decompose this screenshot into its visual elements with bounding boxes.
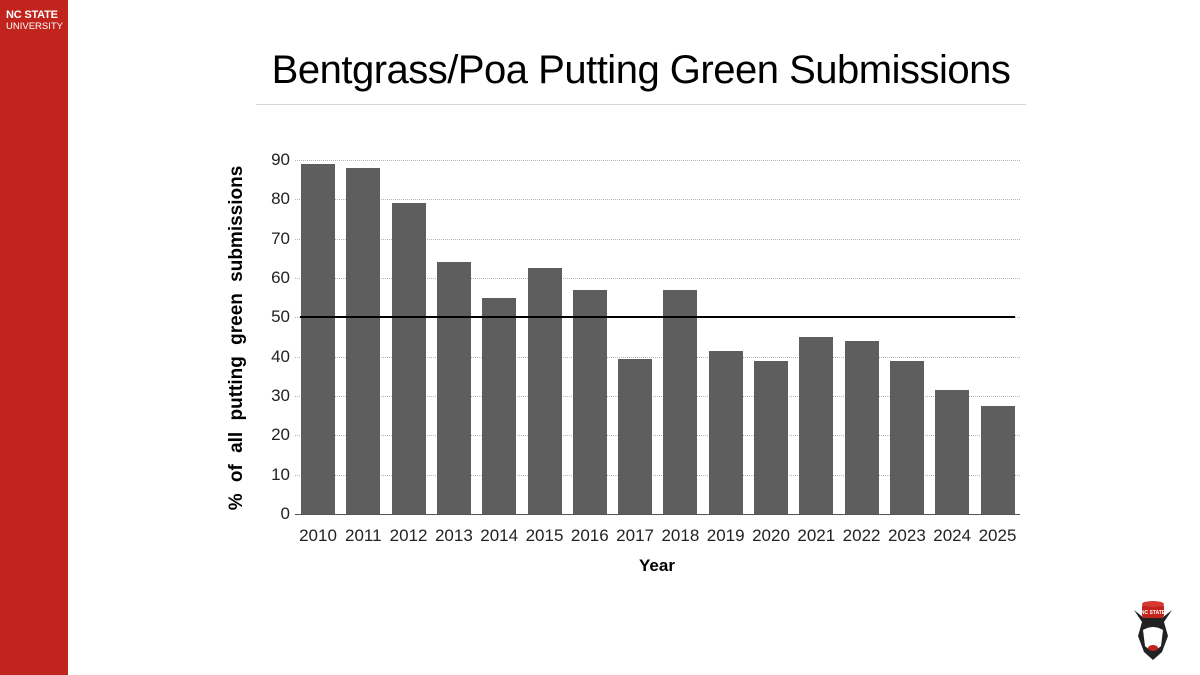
y-tick-label: 20	[271, 425, 290, 445]
gridline	[295, 199, 1020, 201]
y-tick-label: 60	[271, 268, 290, 287]
wolf-mascot-logo-icon: NC STATE	[1134, 601, 1172, 660]
bar-2015	[527, 268, 562, 514]
x-tick-label: 2021	[797, 526, 836, 545]
x-axis-line	[295, 514, 1020, 515]
bar-2017	[618, 358, 653, 514]
x-tick-label: 2010	[299, 526, 337, 545]
bar-2025	[980, 405, 1015, 514]
bar-2013	[436, 262, 471, 514]
x-tick-label: 2014	[480, 526, 519, 545]
bar-2021	[799, 337, 834, 514]
y-tick-label: 30	[271, 386, 290, 405]
bar-2010	[301, 163, 335, 514]
y-tick-label: 80	[271, 189, 290, 209]
x-tick-label: 2019	[706, 526, 745, 545]
bar-2020	[754, 360, 788, 514]
y-axis-label: % of all putting green submissions	[226, 165, 247, 511]
x-tick-label: 2012	[389, 526, 428, 545]
x-tick-label: 2022	[842, 526, 881, 545]
bar-2024	[935, 390, 970, 514]
gridline	[295, 238, 1020, 240]
y-tick-label: 50	[271, 307, 290, 327]
bar-2023	[889, 360, 924, 514]
chart-title: Bentgrass/Poa Putting Green Submissions	[271, 48, 1011, 92]
x-tick-label: 2011	[345, 526, 382, 545]
x-tick-label: 2024	[933, 526, 972, 545]
x-tick-label: 2016	[570, 526, 609, 545]
title-divider	[256, 104, 1026, 105]
bar-2014	[482, 297, 517, 514]
y-tick-label: 70	[271, 228, 290, 248]
x-axis-label: Year	[639, 556, 675, 575]
brand-line2: UNIVERSITY	[6, 21, 64, 32]
y-tick-label: 40	[271, 346, 290, 366]
bar-2016	[572, 289, 607, 514]
y-tick-label: 10	[271, 464, 290, 484]
x-tick-label: 2023	[887, 526, 926, 545]
plot-area: 0 10 20 30 40 50 60 70 80 90	[271, 150, 1020, 523]
bar-2022	[844, 340, 879, 514]
gridline	[295, 160, 1020, 161]
gridline	[295, 356, 1020, 358]
gridline	[295, 435, 1020, 437]
x-tick-label: 2025	[978, 526, 1017, 545]
gridline	[295, 278, 1020, 279]
y-tick-label: 0	[280, 504, 290, 523]
brand-sidebar: NC STATE UNIVERSITY	[0, 0, 68, 675]
x-tick-label: 2020	[752, 526, 790, 545]
reference-line-50	[300, 316, 1015, 319]
x-tick-label: 2018	[661, 526, 700, 545]
gridline	[295, 396, 1020, 397]
gridline	[295, 474, 1020, 476]
bar-2019	[708, 350, 743, 514]
bar-2012	[391, 203, 426, 514]
x-tick-label: 2013	[434, 526, 473, 545]
bar-2018	[663, 289, 698, 514]
y-tick-label: 90	[271, 150, 290, 169]
bar-2011	[346, 167, 381, 514]
nc-state-wordmark: NC STATE UNIVERSITY	[6, 10, 63, 32]
x-tick-label: 2015	[525, 526, 564, 545]
svg-text:NC STATE: NC STATE	[1141, 610, 1166, 616]
brand-line1: NC STATE	[6, 9, 58, 21]
x-tick-label: 2017	[616, 526, 654, 545]
